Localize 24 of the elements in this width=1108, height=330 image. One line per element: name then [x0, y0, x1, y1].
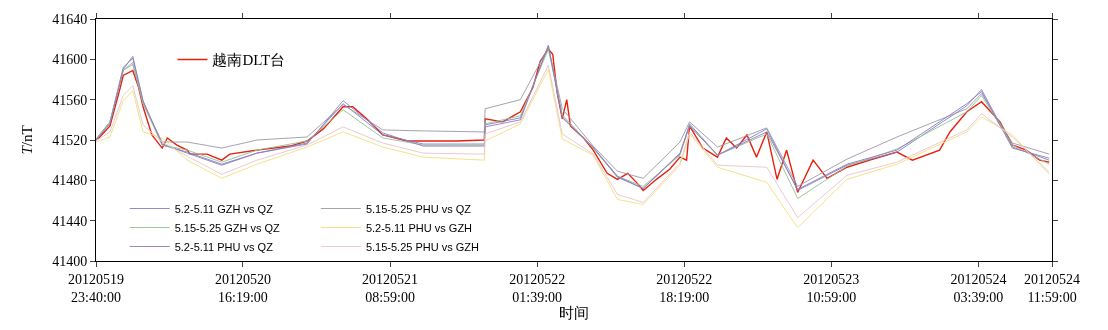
y-tick-label: 41520: [52, 132, 88, 148]
x-tick-label: 20120522 18:19:00: [656, 271, 713, 305]
x-tick-label: 20120523 10:59:00: [803, 271, 860, 305]
y-axis-title: T/nT: [19, 125, 36, 155]
y-tick-label: 41440: [52, 213, 88, 229]
x-tick-label: 20120521 08:59:00: [362, 271, 419, 305]
y-tick-label: 41600: [52, 52, 88, 68]
legend-label: 5.15-5.25 PHU vs GZH: [365, 240, 480, 253]
y-tick-label: 41400: [52, 253, 88, 269]
legend-label: 5.15-5.25 GZH vs QZ: [174, 221, 281, 234]
legend-label: 5.2-5.11 PHU vs QZ: [174, 240, 274, 253]
x-tick-label: 20120519 23:40:00: [68, 271, 124, 305]
x-tick-label: 20120524 11:59:00: [1024, 271, 1080, 305]
x-axis-title: 时间: [559, 305, 589, 321]
x-tick-label: 20120520 16:19:00: [214, 271, 271, 305]
legend-label: 5.2-5.11 PHU vs GZH: [365, 221, 473, 234]
y-tick-label: 41640: [52, 11, 88, 27]
legend-label: 越南DLT台: [212, 52, 286, 69]
legend-label: 5.15-5.25 PHU vs QZ: [365, 202, 472, 215]
y-tick-label: 41480: [52, 173, 88, 189]
x-tick-label: 20120524 03:39:00: [950, 271, 1007, 305]
legend-label: 5.2-5.11 GZH vs QZ: [174, 202, 274, 215]
y-tick-label: 41560: [52, 92, 88, 108]
x-tick-label: 20120522 01:39:00: [509, 271, 566, 305]
